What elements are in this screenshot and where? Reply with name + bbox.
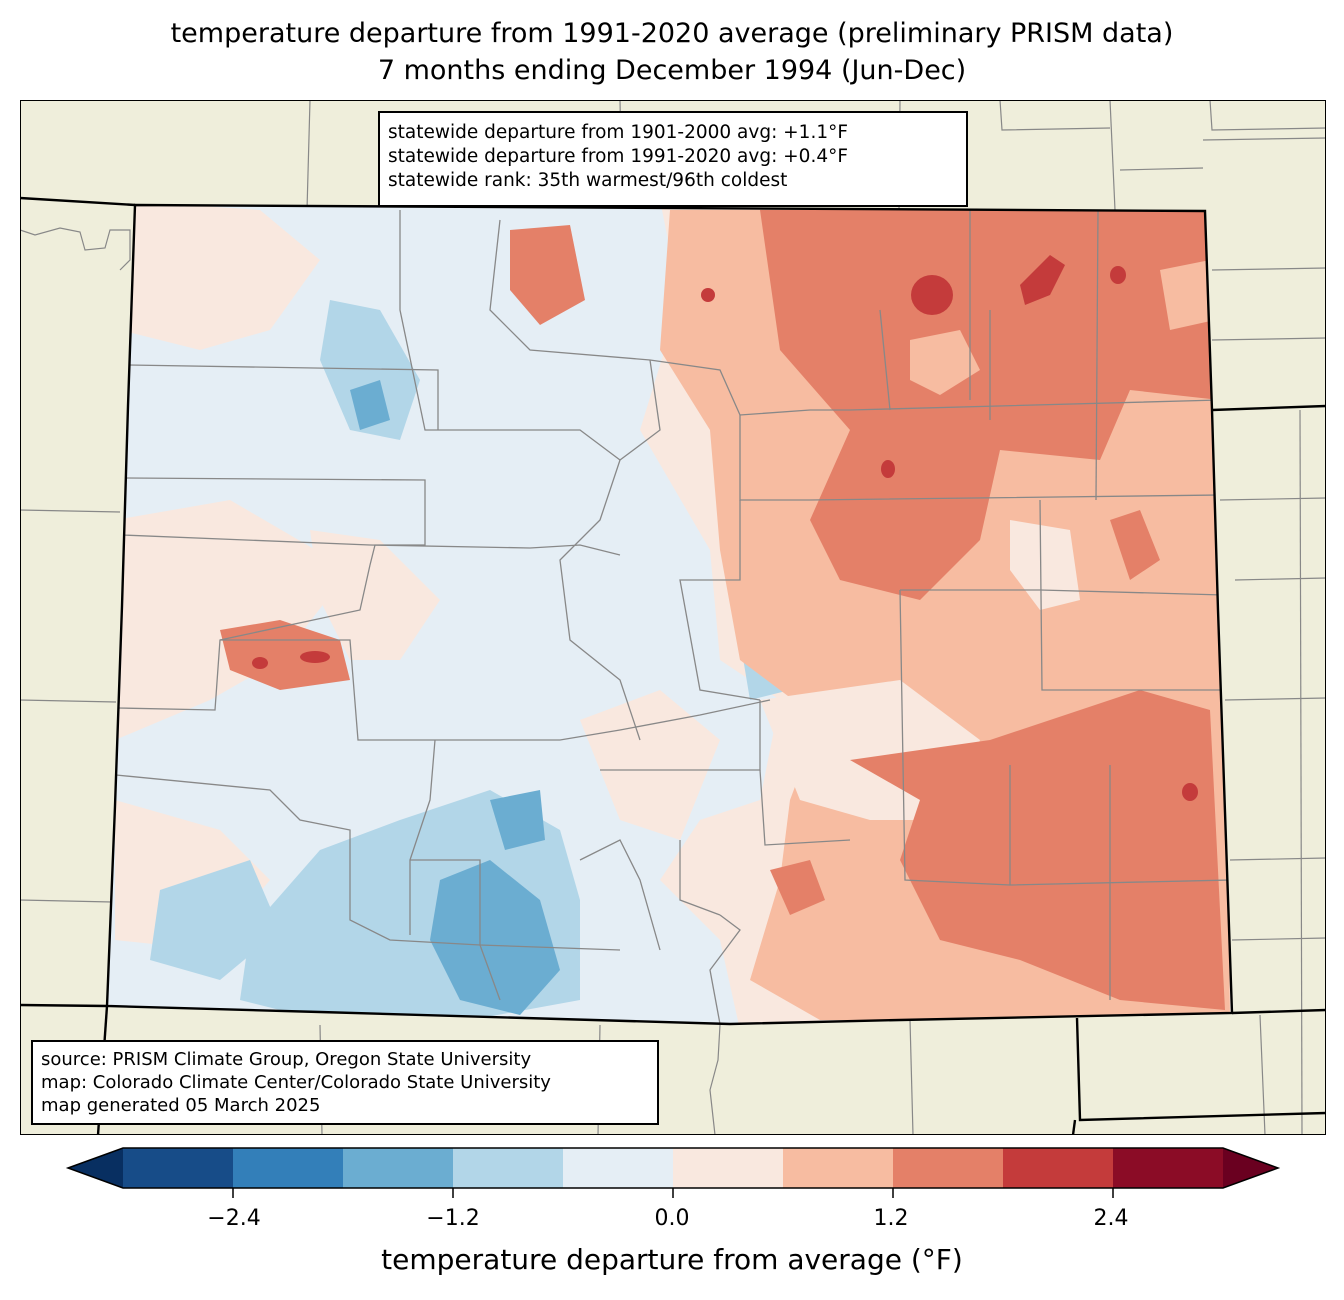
colorbar-cell (783, 1148, 894, 1188)
stats-line-rank: statewide rank: 35th warmest/96th coldes… (388, 170, 788, 191)
colorbar-cell (673, 1148, 784, 1188)
credits-box: source: PRISM Climate Group, Oregon Stat… (31, 1040, 659, 1125)
colorbar-cell (453, 1148, 564, 1188)
stats-line-1901-2000: statewide departure from 1901-2000 avg: … (388, 122, 848, 143)
colorbar-tick-label: 2.4 (1093, 1206, 1129, 1231)
county-lines (115, 209, 1231, 1024)
colorbar (65, 1147, 1281, 1198)
colorbar-outline (65, 1147, 1281, 1189)
colorbar-cell (343, 1148, 454, 1188)
colorbar-tick-label: −2.4 (207, 1206, 261, 1231)
colorbar-cell (893, 1148, 1004, 1188)
colorado-temperature-map (20, 100, 1326, 1135)
credits-source: source: PRISM Climate Group, Oregon Stat… (41, 1049, 532, 1070)
temperature-contours (107, 205, 1232, 1024)
colorbar-label: temperature departure from average (°F) (381, 1243, 963, 1276)
colorbar-cell (123, 1148, 234, 1188)
credits-generated: map generated 05 March 2025 (41, 1095, 321, 1116)
stats-line-1991-2020: statewide departure from 1991-2020 avg: … (388, 146, 848, 167)
colorbar-under-arrow (68, 1148, 123, 1188)
state-borders (20, 196, 1326, 1135)
map-title: temperature departure from 1991-2020 ave… (170, 18, 1174, 49)
statewide-stats-box: statewide departure from 1901-2000 avg: … (378, 111, 968, 207)
colorbar-tick-label: 0.0 (654, 1206, 690, 1231)
credits-map: map: Colorado Climate Center/Colorado St… (41, 1072, 551, 1093)
colorbar-over-arrow (1223, 1148, 1278, 1188)
map-subtitle: 7 months ending December 1994 (Jun-Dec) (377, 55, 967, 86)
colorbar-cell (563, 1148, 674, 1188)
colorbar-tick-label: 1.2 (873, 1206, 909, 1231)
colorbar-cell (233, 1148, 344, 1188)
colorbar-cell (1113, 1148, 1224, 1188)
colorbar-tick-label: −1.2 (426, 1206, 480, 1231)
colorbar-cell (1003, 1148, 1114, 1188)
